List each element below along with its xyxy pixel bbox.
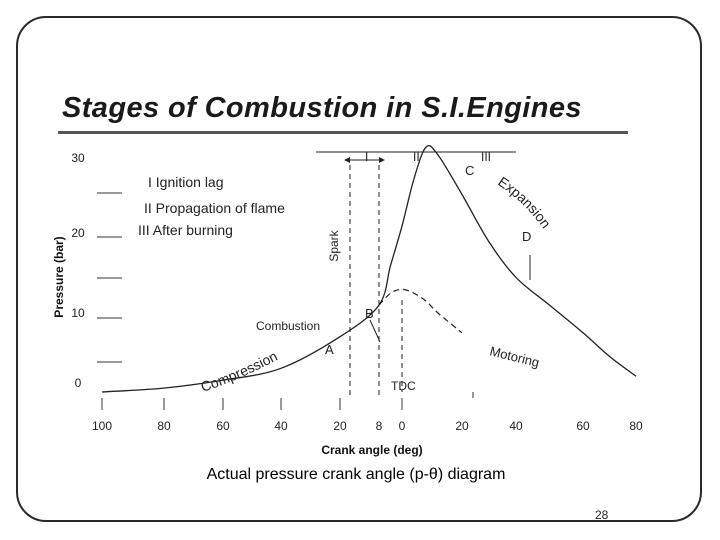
y-tick-label-1: 10 <box>71 306 85 320</box>
legend-line-1: I Ignition lag <box>148 174 224 190</box>
x-tick-label-4: 20 <box>333 419 347 433</box>
x-tick-label-10: 80 <box>629 419 643 433</box>
x-tick-label-2: 60 <box>216 419 230 433</box>
pressure-curve <box>101 144 637 393</box>
tdc-label: TDC <box>391 379 416 393</box>
stage-label-3: III <box>481 150 491 164</box>
x-axis-label: Crank angle (deg) <box>321 443 423 457</box>
x-tick-label-3: 40 <box>274 419 288 433</box>
title-underline <box>58 131 628 134</box>
compression-label: Compression <box>199 348 280 395</box>
y-tick-label-0: 0 <box>75 376 82 390</box>
stage-label-1: I <box>365 150 368 164</box>
x-tick-label-1: 80 <box>157 419 171 433</box>
stage-i-arrow-right <box>379 157 385 163</box>
combustion-label: Combustion <box>256 319 320 333</box>
point-label-c: C <box>465 163 474 178</box>
chart-caption: Actual pressure crank angle (p-θ) diagra… <box>206 466 506 483</box>
slide-frame <box>16 16 702 522</box>
motoring-label: Motoring <box>488 343 541 370</box>
x-tick-label-0: 100 <box>92 419 112 433</box>
x-tick-label-6: 0 <box>399 419 406 433</box>
point-label-d: D <box>522 229 531 244</box>
expansion-label: Expansion <box>495 173 554 231</box>
y-tick-label-2: 20 <box>71 226 85 240</box>
x-tick-label-8: 40 <box>509 419 523 433</box>
stage-i-arrow-left <box>344 157 350 163</box>
point-label-a: A <box>325 342 334 357</box>
x-tick-label-9: 60 <box>576 419 590 433</box>
legend-line-3: III After burning <box>138 222 233 238</box>
motoring-curve <box>378 288 463 334</box>
x-tick-label-7: 20 <box>455 419 469 433</box>
point-b-pointer <box>369 319 381 343</box>
y-tick-label-3: 30 <box>71 151 85 165</box>
stage-label-2: II <box>413 150 420 164</box>
slide-title: Stages of Combustion in S.I.Engines <box>62 92 582 124</box>
page-number: 28 <box>595 508 609 522</box>
point-label-b: B <box>365 306 374 321</box>
legend-line-2: II Propagation of flame <box>144 200 285 216</box>
x-tick-label-5: 8 <box>376 419 383 433</box>
